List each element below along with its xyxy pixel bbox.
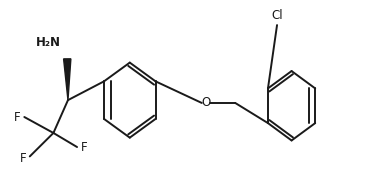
Text: F: F xyxy=(19,152,26,165)
Text: O: O xyxy=(201,96,211,109)
Text: Cl: Cl xyxy=(271,9,283,22)
Polygon shape xyxy=(64,59,71,100)
Text: F: F xyxy=(81,141,87,153)
Text: H₂N: H₂N xyxy=(36,36,61,50)
Text: F: F xyxy=(14,111,21,124)
